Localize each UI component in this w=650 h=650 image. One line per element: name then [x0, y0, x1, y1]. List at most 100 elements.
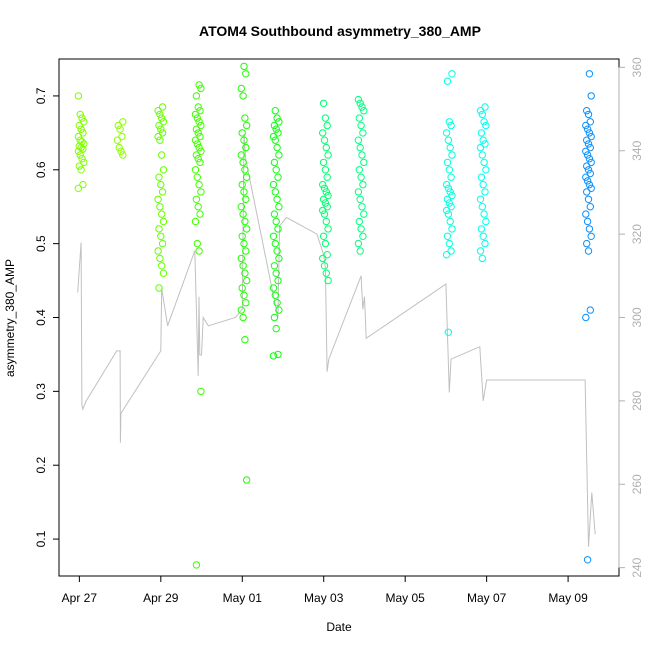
data-point — [238, 284, 246, 292]
data-point — [273, 195, 281, 204]
data-point — [583, 188, 591, 196]
data-point — [79, 129, 87, 137]
data-point — [583, 162, 591, 170]
data-point — [195, 118, 203, 126]
data-point — [585, 155, 594, 163]
data-point — [274, 350, 282, 359]
data-point — [587, 158, 595, 167]
y-tick-label: 0.5 — [34, 235, 48, 252]
data-point — [584, 247, 593, 255]
data-point — [243, 173, 251, 181]
data-point — [445, 239, 453, 248]
data-point — [478, 203, 486, 211]
data-point — [275, 151, 283, 159]
data-point — [238, 129, 246, 137]
data-point — [444, 210, 453, 218]
data-point — [322, 217, 330, 226]
data-point — [445, 166, 453, 174]
data-point — [75, 121, 84, 130]
data-point — [192, 151, 201, 159]
data-point — [482, 217, 490, 226]
data-point — [323, 121, 331, 130]
data-point — [241, 269, 249, 277]
data-point — [196, 210, 204, 218]
data-point — [154, 107, 162, 115]
data-point — [270, 262, 279, 270]
chart-title: ATOM4 Southbound asymmetry_380_AMP — [199, 23, 481, 39]
data-point — [157, 125, 165, 133]
data-point — [360, 210, 368, 218]
data-point — [448, 225, 456, 233]
data-point — [271, 136, 279, 144]
y-axis: 0.1 0.2 0.3 0.4 0.5 0.6 0.7 — [34, 87, 60, 547]
y-tick-label: 0.6 — [34, 161, 48, 178]
data-point — [75, 162, 84, 170]
secondary-series-line — [77, 133, 596, 547]
data-point — [116, 125, 124, 133]
data-point — [448, 70, 456, 78]
data-point — [585, 70, 594, 78]
data-point — [270, 121, 279, 130]
data-point — [447, 121, 455, 130]
data-point — [155, 173, 163, 181]
data-point — [481, 188, 489, 196]
data-point — [354, 136, 363, 144]
x-tick-label: May 03 — [304, 591, 344, 605]
data-point — [448, 151, 456, 159]
data-point — [479, 136, 487, 144]
data-point — [319, 232, 328, 241]
data-point — [158, 151, 166, 159]
data-point — [319, 129, 327, 137]
data-point — [480, 158, 488, 167]
data-point — [192, 125, 201, 133]
data-point — [323, 173, 331, 181]
data-point — [482, 166, 490, 174]
y2-tick-label: 360 — [630, 57, 644, 77]
data-point — [191, 136, 200, 144]
data-point — [444, 328, 453, 336]
data-point — [323, 203, 331, 211]
data-point — [158, 129, 167, 137]
data-point — [240, 62, 248, 71]
data-point — [241, 166, 249, 174]
data-point — [447, 173, 455, 181]
data-point — [156, 203, 164, 211]
data-point — [243, 225, 251, 233]
data-point — [74, 147, 83, 156]
data-point — [359, 180, 367, 189]
data-point — [443, 195, 452, 204]
data-point — [446, 217, 454, 226]
x-tick-label: May 07 — [467, 591, 507, 605]
data-point — [157, 180, 165, 189]
data-point — [321, 114, 330, 122]
data-point — [270, 158, 279, 167]
data-point — [583, 136, 591, 144]
data-point — [355, 217, 363, 226]
data-point — [477, 129, 486, 137]
x-tick-label: Apr 29 — [143, 591, 179, 605]
data-point — [359, 129, 367, 137]
data-point — [583, 107, 591, 115]
data-point — [582, 147, 590, 156]
data-point — [239, 158, 247, 167]
data-point — [319, 195, 328, 204]
data-point — [242, 247, 250, 255]
data-point — [478, 110, 486, 119]
data-point — [192, 92, 201, 100]
data-point — [478, 151, 486, 159]
data-point — [272, 217, 280, 226]
data-point — [117, 147, 125, 156]
data-point — [443, 77, 452, 85]
data-point — [243, 476, 251, 484]
data-point — [324, 276, 332, 285]
data-point — [442, 180, 451, 189]
data-point — [193, 239, 202, 248]
data-point — [155, 284, 163, 292]
data-point — [155, 225, 163, 233]
data-point — [275, 118, 283, 126]
data-point — [159, 269, 168, 277]
data-point — [191, 166, 200, 174]
data-point — [76, 110, 84, 119]
data-point — [154, 132, 162, 141]
data-point — [193, 140, 202, 148]
